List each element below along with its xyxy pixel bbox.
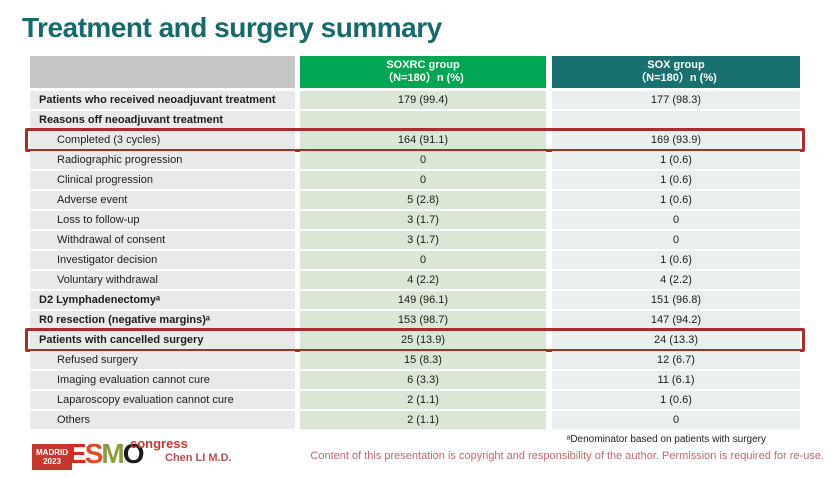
- table-row: Investigator decision 0 1 (0.6): [30, 251, 800, 269]
- row-label: Refused surgery: [30, 351, 295, 369]
- esmo-letter-o: O: [122, 438, 145, 469]
- table-row: Laparoscopy evaluation cannot cure 2 (1.…: [30, 391, 800, 409]
- soxrc-value: 0: [300, 251, 546, 269]
- copyright-notice: Content of this presentation is copyrigh…: [310, 450, 824, 462]
- soxrc-value: 3 (1.7): [300, 211, 546, 229]
- row-label: Investigator decision: [30, 251, 295, 269]
- sox-value: 151 (96.8): [552, 291, 800, 309]
- header-soxrc-group: SOXRC group （N=180）n (%): [300, 56, 546, 88]
- row-label: R0 resection (negative margins)ᵃ: [30, 311, 295, 329]
- congress-label: congress: [130, 436, 188, 451]
- table-row: Refused surgery 15 (8.3) 12 (6.7): [30, 351, 800, 369]
- sox-value: 0: [552, 211, 800, 229]
- table-row-highlighted: Patients with cancelled surgery 25 (13.9…: [25, 328, 805, 352]
- header-sox-group: SOX group （N=180）n (%): [552, 56, 800, 88]
- row-label: Patients who received neoadjuvant treatm…: [30, 91, 295, 109]
- sox-value: 0: [552, 231, 800, 249]
- row-label: Others: [30, 411, 295, 429]
- soxrc-header-line1: SOXRC group: [386, 59, 460, 71]
- table-row: Loss to follow-up 3 (1.7) 0: [30, 211, 800, 229]
- slide-footer: MADRID 2023 ESMO congress Chen LI M.D. ᵃ…: [0, 432, 832, 478]
- table-footnote: ᵃDenominator based on patients with surg…: [566, 434, 766, 445]
- row-label: Completed (3 cycles): [30, 131, 295, 149]
- table-row: Radiographic progression 0 1 (0.6): [30, 151, 800, 169]
- row-label: Radiographic progression: [30, 151, 295, 169]
- row-label: Clinical progression: [30, 171, 295, 189]
- soxrc-value: 0: [300, 171, 546, 189]
- soxrc-value: 15 (8.3): [300, 351, 546, 369]
- row-label: Withdrawal of consent: [30, 231, 295, 249]
- row-label: Voluntary withdrawal: [30, 271, 295, 289]
- sox-header-line1: SOX group: [647, 59, 705, 71]
- row-label: Laparoscopy evaluation cannot cure: [30, 391, 295, 409]
- soxrc-value: 2 (1.1): [300, 391, 546, 409]
- sox-value: 1 (0.6): [552, 251, 800, 269]
- sox-value: 24 (13.3): [552, 331, 800, 349]
- soxrc-value: 6 (3.3): [300, 371, 546, 389]
- sox-value: 169 (93.9): [552, 131, 800, 149]
- row-label: Adverse event: [30, 191, 295, 209]
- header-blank-cell: [30, 56, 295, 88]
- soxrc-value: 149 (96.1): [300, 291, 546, 309]
- sox-header-line2: （N=180）n (%): [635, 72, 717, 84]
- row-label: Loss to follow-up: [30, 211, 295, 229]
- sox-value: [552, 111, 800, 129]
- table-row: Others 2 (1.1) 0: [30, 411, 800, 429]
- table-row: Imaging evaluation cannot cure 6 (3.3) 1…: [30, 371, 800, 389]
- soxrc-header-line2: （N=180）n (%): [382, 72, 464, 84]
- row-label: Reasons off neoadjuvant treatment: [30, 111, 295, 129]
- row-label: Patients with cancelled surgery: [30, 331, 295, 349]
- soxrc-value: 3 (1.7): [300, 231, 546, 249]
- soxrc-value: [300, 111, 546, 129]
- page-title: Treatment and surgery summary: [22, 12, 442, 43]
- sox-value: 1 (0.6): [552, 151, 800, 169]
- row-label: D2 Lymphadenectomyᵃ: [30, 291, 295, 309]
- soxrc-value: 4 (2.2): [300, 271, 546, 289]
- table-row: Patients who received neoadjuvant treatm…: [30, 91, 800, 109]
- sox-value: 147 (94.2): [552, 311, 800, 329]
- badge-year: 2023: [43, 457, 61, 466]
- table-row: Withdrawal of consent 3 (1.7) 0: [30, 231, 800, 249]
- soxrc-value: 25 (13.9): [300, 331, 546, 349]
- sox-value: 0: [552, 411, 800, 429]
- sox-value: 12 (6.7): [552, 351, 800, 369]
- sox-value: 1 (0.6): [552, 391, 800, 409]
- table-row: Clinical progression 0 1 (0.6): [30, 171, 800, 189]
- madrid-2023-badge: MADRID 2023: [32, 444, 72, 470]
- esmo-letter-e: E: [68, 438, 87, 469]
- sox-value: 1 (0.6): [552, 171, 800, 189]
- soxrc-value: 2 (1.1): [300, 411, 546, 429]
- author-name: Chen LI M.D.: [165, 452, 232, 464]
- row-label: Imaging evaluation cannot cure: [30, 371, 295, 389]
- esmo-letter-m: M: [101, 438, 124, 469]
- soxrc-value: 5 (2.8): [300, 191, 546, 209]
- soxrc-value: 153 (98.7): [300, 311, 546, 329]
- summary-table: SOXRC group （N=180）n (%) SOX group （N=18…: [25, 56, 805, 431]
- soxrc-value: 164 (91.1): [300, 131, 546, 149]
- esmo-congress-logo: MADRID 2023 ESMO congress: [30, 436, 200, 476]
- soxrc-value: 0: [300, 151, 546, 169]
- sox-value: 11 (6.1): [552, 371, 800, 389]
- esmo-wordmark: ESMO: [68, 438, 145, 470]
- sox-value: 177 (98.3): [552, 91, 800, 109]
- table-row: R0 resection (negative margins)ᵃ 153 (98…: [30, 311, 800, 329]
- table-row: Voluntary withdrawal 4 (2.2) 4 (2.2): [30, 271, 800, 289]
- sox-value: 4 (2.2): [552, 271, 800, 289]
- sox-value: 1 (0.6): [552, 191, 800, 209]
- table-row: D2 Lymphadenectomyᵃ 149 (96.1) 151 (96.8…: [30, 291, 800, 309]
- table-row: Adverse event 5 (2.8) 1 (0.6): [30, 191, 800, 209]
- badge-city: MADRID: [36, 448, 68, 457]
- soxrc-value: 179 (99.4): [300, 91, 546, 109]
- esmo-letter-s: S: [84, 438, 104, 469]
- table-row: Reasons off neoadjuvant treatment: [30, 111, 800, 129]
- table-row-highlighted: Completed (3 cycles) 164 (91.1) 169 (93.…: [25, 128, 805, 152]
- table-header-row: SOXRC group （N=180）n (%) SOX group （N=18…: [30, 56, 800, 88]
